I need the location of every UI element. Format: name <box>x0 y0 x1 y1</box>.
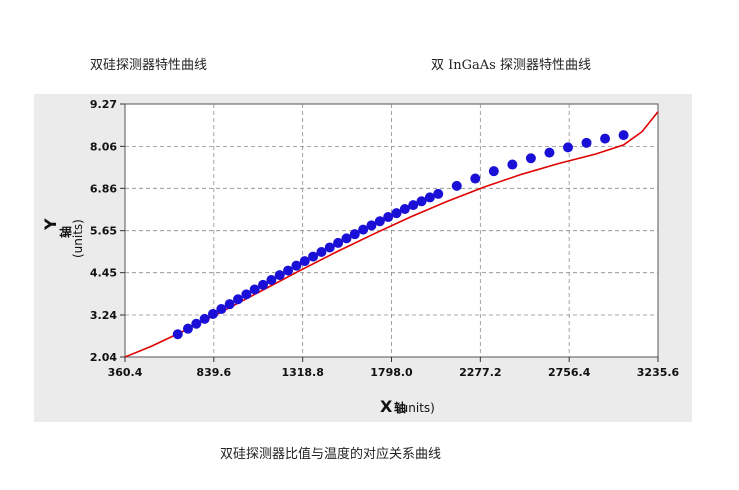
chart-panel: 360.4 839.6 1318.8 1798.0 2277.2 2756.4 3235.6… <box>34 94 692 422</box>
y-tick-labels: 2.04 3.24 4.45 5.65 6.86 8.06 9.27 <box>90 98 117 364</box>
data-point <box>562 142 573 153</box>
y-axis-title: Y <box>41 218 60 231</box>
data-point <box>233 294 244 305</box>
data-point <box>383 212 394 223</box>
data-point <box>299 256 310 267</box>
data-point <box>341 233 352 244</box>
y-tick-label: 6.86 <box>90 182 117 195</box>
data-point <box>266 275 277 286</box>
data-point <box>224 299 235 310</box>
data-point <box>416 196 427 207</box>
data-point <box>274 270 285 281</box>
data-point <box>451 180 462 191</box>
data-point <box>358 224 369 235</box>
caption-ratio-temperature: 双硅探测器比值与温度的对应关系曲线 <box>220 447 442 462</box>
caption-ingaas-detector: 双 InGaAs 探测器特性曲线 <box>431 58 591 73</box>
data-point <box>249 284 260 295</box>
data-points <box>172 130 629 340</box>
x-tick-label: 839.6 <box>196 366 231 379</box>
y-tick-label: 9.27 <box>90 98 117 111</box>
data-point <box>349 229 360 240</box>
data-point <box>544 147 555 158</box>
data-point <box>618 130 629 141</box>
data-point <box>507 159 518 170</box>
data-point <box>182 323 193 334</box>
x-tick-label: 2756.4 <box>548 366 591 379</box>
data-point <box>199 313 210 324</box>
data-point <box>600 133 611 144</box>
y-tick-label: 5.65 <box>90 225 117 238</box>
ratio-temperature-chart: 360.4 839.6 1318.8 1798.0 2277.2 2756.4 3235.6… <box>41 98 680 416</box>
data-point <box>374 216 385 227</box>
data-point <box>258 279 269 290</box>
data-point <box>316 247 327 258</box>
data-point <box>488 166 499 177</box>
data-point <box>408 200 419 211</box>
y-tick-label: 8.06 <box>90 140 117 153</box>
data-point <box>216 304 227 315</box>
data-point <box>241 289 252 300</box>
data-point <box>324 242 335 253</box>
data-point <box>433 188 444 199</box>
data-point <box>308 251 319 262</box>
y-tick-label: 2.04 <box>90 351 117 364</box>
data-point <box>525 153 536 164</box>
caption-silicon-detector: 双硅探测器特性曲线 <box>90 58 208 73</box>
data-point <box>391 208 402 219</box>
data-point <box>333 237 344 248</box>
data-point <box>424 192 435 203</box>
y-tick-label: 4.45 <box>90 267 117 280</box>
x-tick-label: 3235.6 <box>637 366 680 379</box>
x-tick-label: 1798.0 <box>370 366 413 379</box>
data-point <box>172 329 183 340</box>
x-tick-label: 1318.8 <box>281 366 323 379</box>
y-axis-title-suffix: 轴 <box>58 226 73 238</box>
data-point <box>207 308 218 319</box>
x-axis-title: X <box>380 397 393 416</box>
data-point <box>366 220 377 231</box>
data-point <box>581 137 592 148</box>
x-axis-units: (units) <box>396 401 435 415</box>
x-axis-title-suffix: 轴 <box>394 400 406 415</box>
data-point <box>399 203 410 214</box>
x-tick-labels: 360.4 839.6 1318.8 1798.0 2277.2 2756.4 3235.6 <box>108 366 680 379</box>
y-axis-units: (units) <box>71 219 85 258</box>
data-point <box>191 318 202 329</box>
data-point <box>470 173 481 184</box>
x-tick-label: 360.4 <box>108 366 143 379</box>
data-point <box>283 265 294 276</box>
x-tick-label: 2277.2 <box>459 366 501 379</box>
y-tick-label: 3.24 <box>90 309 117 322</box>
data-point <box>291 260 302 271</box>
